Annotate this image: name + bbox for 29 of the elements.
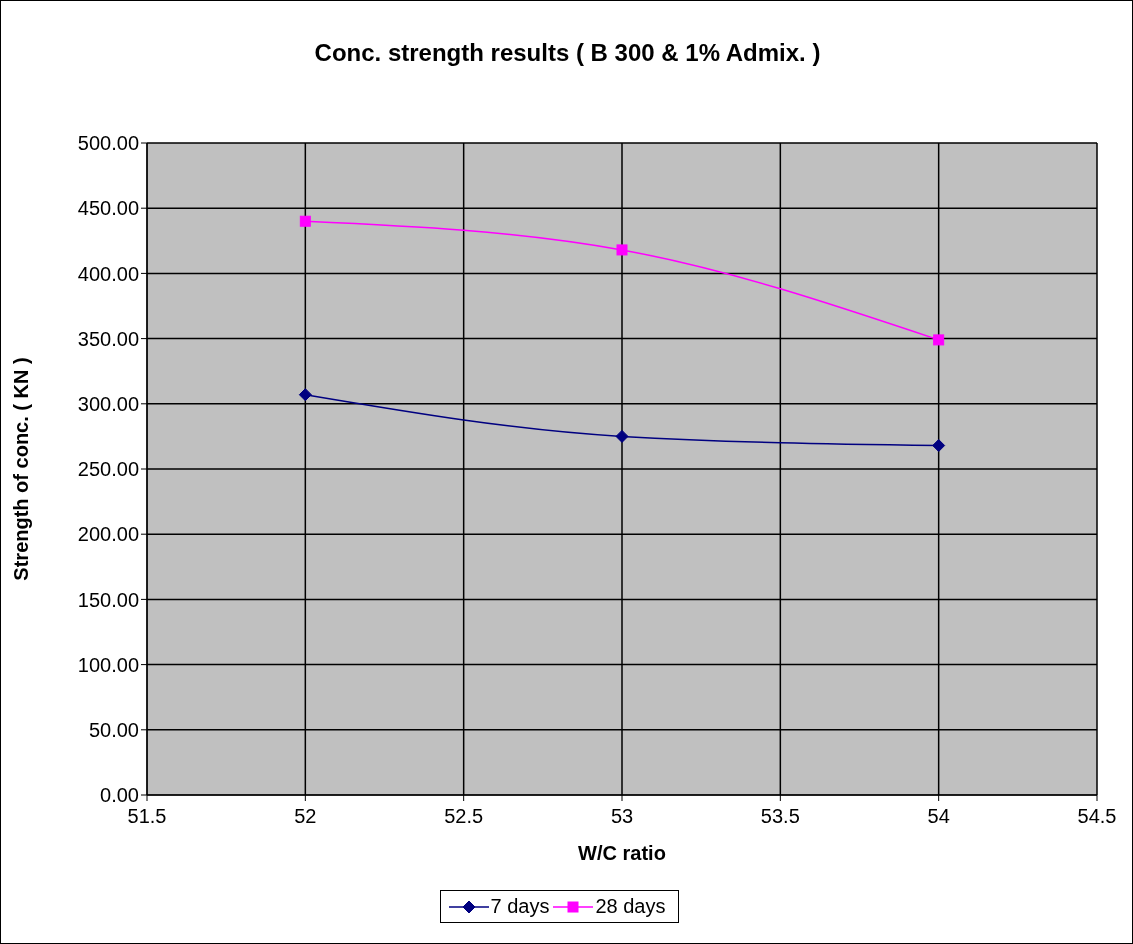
y-tick-label: 50.00 <box>88 718 139 741</box>
x-tick-label: 52 <box>294 805 317 828</box>
y-tick-label: 250.00 <box>77 458 139 481</box>
y-tick-label: 450.00 <box>77 197 139 220</box>
legend-label: 28 days <box>595 895 666 918</box>
y-tick-label: 200.00 <box>77 523 139 546</box>
point <box>299 215 311 227</box>
y-tick-label: 300.00 <box>77 392 139 415</box>
x-tick-label: 54 <box>927 805 950 828</box>
point <box>932 439 946 453</box>
chart-title: Conc. strength results ( B 300 & 1% Admix. ) <box>313 39 822 67</box>
y-tick-label: 0.00 <box>100 784 139 807</box>
y-tick-label: 400.00 <box>77 262 139 285</box>
x-tick-label: 51.5 <box>127 805 167 828</box>
x-tick-label: 53.5 <box>760 805 800 828</box>
y-tick-label: 100.00 <box>77 653 139 676</box>
point <box>933 334 945 346</box>
y-axis-title: Strength of conc. ( KN ) <box>10 357 33 581</box>
x-axis-title: W/C ratio <box>578 842 666 864</box>
point <box>616 244 628 256</box>
x-tick-label: 53 <box>610 805 634 828</box>
y-tick-label: 150.00 <box>77 588 139 611</box>
y-tick-label: 350.00 <box>77 327 139 350</box>
x-tick-label: 52.5 <box>444 805 484 828</box>
y-tick-label: 500.00 <box>77 132 139 155</box>
legend-label: 7 days <box>490 895 550 918</box>
x-tick-label: 54.5 <box>1077 805 1117 828</box>
point <box>615 429 629 443</box>
point <box>298 388 312 402</box>
